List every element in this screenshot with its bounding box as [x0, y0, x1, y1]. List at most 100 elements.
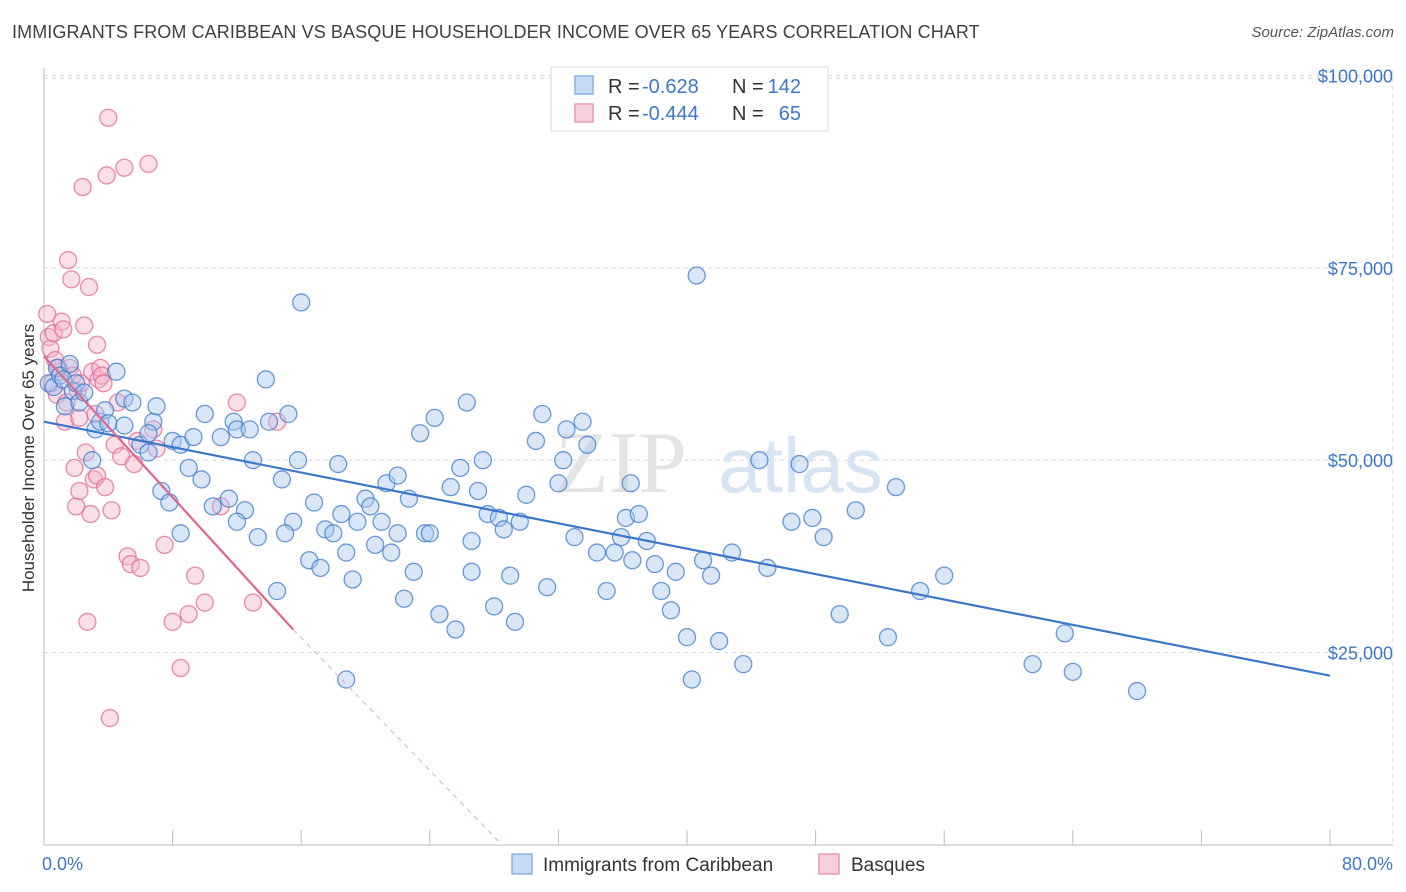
- caribbean-point: [578, 435, 597, 454]
- basques-point: [81, 504, 100, 524]
- basques-point: [99, 108, 118, 127]
- caribbean-point: [484, 597, 504, 616]
- caribbean-point: [243, 451, 263, 470]
- basques-point: [75, 316, 94, 335]
- caribbean-point: [549, 474, 568, 493]
- caribbean-point: [605, 543, 624, 562]
- chart-title: IMMIGRANTS FROM CARIBBEAN VS BASQUE HOUS…: [12, 22, 980, 42]
- legend-r-value-2: -0.444: [642, 103, 699, 125]
- caribbean-point: [505, 612, 525, 631]
- basques-point: [227, 393, 247, 412]
- caribbean-point: [192, 470, 211, 489]
- series-swatch-caribbean: [511, 853, 533, 875]
- caribbean-point: [677, 628, 697, 647]
- caribbean-point: [473, 451, 492, 470]
- basques-point: [179, 604, 198, 624]
- caribbean-point: [457, 393, 476, 412]
- caribbean-point: [451, 458, 470, 478]
- basques-point: [124, 454, 144, 474]
- caribbean-point: [557, 420, 576, 439]
- caribbean-point: [123, 393, 142, 412]
- chart-source: Source: ZipAtlas.com: [1251, 24, 1394, 41]
- caribbean-point: [60, 354, 79, 374]
- watermark-atlas: atlas: [718, 421, 883, 509]
- basques-point: [67, 497, 86, 516]
- basques-point: [171, 658, 190, 678]
- caribbean-point: [227, 420, 247, 439]
- caribbean-point: [388, 466, 407, 485]
- caribbean-point: [652, 581, 671, 601]
- caribbean-point: [629, 504, 648, 524]
- caribbean-point: [361, 497, 380, 516]
- basques-point: [79, 277, 99, 297]
- caribbean-point: [693, 551, 713, 570]
- basques-point: [102, 501, 121, 520]
- basques-point: [70, 408, 89, 428]
- caribbean-point: [99, 414, 118, 433]
- basques-point: [58, 250, 78, 270]
- caribbean-point: [107, 362, 126, 381]
- caribbean-point: [1127, 681, 1147, 701]
- caribbean-point: [587, 543, 607, 562]
- caribbean-point: [415, 524, 435, 543]
- legend-n-label-2: N =: [732, 103, 764, 125]
- caribbean-point: [256, 370, 275, 389]
- caribbean-point: [304, 493, 324, 512]
- caribbean-point: [394, 589, 414, 608]
- caribbean-point: [179, 458, 198, 478]
- caribbean-point: [343, 570, 362, 589]
- legend-n-label-1: N =: [732, 76, 764, 98]
- caribbean-point: [115, 416, 134, 435]
- tick-labels: $100,000 $75,000 $50,000 $25,000 0.0% 80.0%: [42, 66, 1393, 874]
- caribbean-point: [814, 528, 833, 547]
- caribbean-point: [248, 528, 267, 547]
- caribbean-point: [430, 604, 449, 624]
- caribbean-point: [1063, 662, 1082, 681]
- caribbean-point: [365, 535, 385, 555]
- caribbean-point: [554, 451, 573, 470]
- legend-n-value-1: 142: [768, 76, 801, 98]
- basques-point: [78, 612, 97, 631]
- caribbean-point: [219, 489, 239, 508]
- caribbean-point: [666, 562, 685, 581]
- caribbean-point: [533, 404, 552, 424]
- y-tick-label: $100,000: [1318, 66, 1393, 86]
- basques-point: [100, 708, 120, 728]
- legend-swatch-basques: [574, 103, 594, 123]
- axes: [43, 68, 1393, 846]
- y-axis-label: Householder Income Over 65 years: [19, 324, 38, 592]
- series-swatch-basques: [818, 853, 840, 875]
- caribbean-point: [404, 562, 423, 581]
- caribbean-point: [372, 512, 391, 531]
- caribbean-point: [830, 604, 849, 624]
- series-legend: Immigrants from Caribbean Basques: [511, 853, 925, 876]
- basques-point: [95, 477, 115, 497]
- caribbean-point: [83, 451, 102, 470]
- caribbean-point: [279, 404, 298, 424]
- basques-points: [38, 108, 287, 728]
- caribbean-point: [750, 451, 769, 470]
- caribbean-point: [468, 481, 488, 501]
- caribbean-point: [935, 566, 954, 585]
- caribbean-point: [324, 524, 343, 543]
- caribbean-point: [337, 543, 356, 562]
- caribbean-point: [311, 558, 330, 578]
- y-tick-label: $50,000: [1328, 451, 1393, 471]
- caribbean-point: [337, 670, 356, 689]
- caribbean-point: [878, 628, 898, 647]
- caribbean-point: [348, 512, 367, 531]
- caribbean-trend-line: [43, 420, 1331, 677]
- caribbean-point: [886, 477, 906, 497]
- series-label-basques: Basques: [851, 855, 925, 876]
- basques-point: [131, 558, 150, 578]
- legend-n-value-2: 65: [779, 103, 801, 125]
- caribbean-point: [275, 524, 295, 543]
- basques-point: [62, 270, 81, 289]
- basques-point: [70, 481, 89, 501]
- basques-trend-extension: [292, 629, 503, 846]
- trend-lines: [43, 355, 1331, 846]
- caribbean-point: [573, 412, 592, 431]
- x-tick-label: 0.0%: [42, 854, 83, 874]
- caribbean-point: [240, 420, 259, 439]
